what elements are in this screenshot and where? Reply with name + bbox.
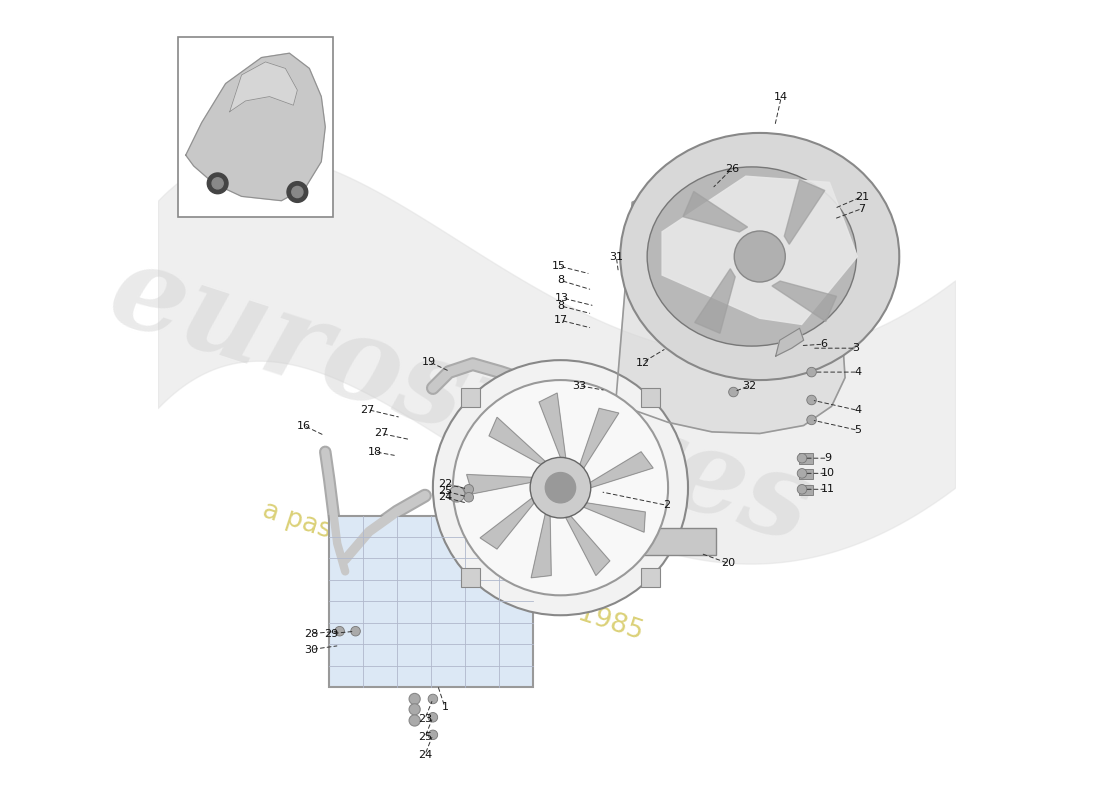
- Circle shape: [334, 626, 344, 636]
- Circle shape: [728, 387, 738, 397]
- Text: 10: 10: [821, 468, 835, 478]
- Text: 19: 19: [421, 357, 436, 366]
- Text: 8: 8: [557, 301, 564, 311]
- Text: 13: 13: [556, 293, 569, 303]
- Text: eurospares: eurospares: [96, 233, 826, 567]
- Text: 9: 9: [824, 453, 832, 463]
- Circle shape: [798, 485, 806, 494]
- Polygon shape: [539, 393, 565, 458]
- Text: 28: 28: [304, 629, 318, 638]
- Circle shape: [530, 458, 591, 518]
- Text: 30: 30: [304, 645, 318, 654]
- Bar: [799, 469, 813, 479]
- Text: 3: 3: [851, 343, 859, 353]
- Text: 27: 27: [374, 429, 388, 438]
- Circle shape: [798, 454, 806, 463]
- Circle shape: [798, 469, 806, 478]
- Bar: [461, 388, 480, 407]
- Circle shape: [806, 367, 816, 377]
- Text: 11: 11: [821, 484, 835, 494]
- Text: a passion for parts since 1985: a passion for parts since 1985: [260, 498, 647, 646]
- Circle shape: [464, 493, 474, 502]
- Text: 5: 5: [855, 426, 861, 435]
- Circle shape: [351, 626, 361, 636]
- Polygon shape: [531, 514, 551, 578]
- Text: 31: 31: [609, 251, 624, 262]
- Polygon shape: [565, 516, 609, 575]
- Polygon shape: [466, 474, 532, 494]
- Text: 22: 22: [438, 478, 452, 489]
- Bar: [799, 485, 813, 495]
- Text: 33: 33: [572, 381, 586, 390]
- Circle shape: [428, 694, 438, 704]
- Polygon shape: [591, 452, 653, 488]
- Polygon shape: [772, 281, 837, 322]
- Circle shape: [409, 704, 420, 715]
- Text: 6: 6: [820, 339, 827, 349]
- Polygon shape: [662, 176, 857, 325]
- Text: 15: 15: [552, 261, 565, 271]
- Text: 24: 24: [418, 750, 432, 760]
- Circle shape: [806, 395, 816, 405]
- Circle shape: [453, 380, 668, 595]
- Text: 8: 8: [557, 275, 564, 286]
- Text: 27: 27: [361, 405, 375, 414]
- FancyBboxPatch shape: [645, 527, 716, 555]
- Polygon shape: [784, 180, 825, 244]
- Polygon shape: [683, 191, 748, 232]
- Circle shape: [464, 485, 474, 494]
- Text: 14: 14: [774, 92, 789, 102]
- Bar: [532, 569, 576, 593]
- Text: 24: 24: [438, 492, 452, 502]
- Text: 4: 4: [855, 367, 861, 377]
- Circle shape: [428, 713, 438, 722]
- Bar: [461, 568, 480, 587]
- Polygon shape: [616, 183, 845, 434]
- Circle shape: [806, 415, 816, 425]
- Polygon shape: [186, 54, 326, 201]
- Text: 32: 32: [742, 381, 757, 390]
- Circle shape: [409, 715, 420, 726]
- Text: 2: 2: [663, 500, 670, 510]
- Text: 12: 12: [636, 358, 650, 367]
- Polygon shape: [580, 408, 619, 468]
- Text: 1: 1: [441, 702, 449, 712]
- Circle shape: [428, 730, 438, 740]
- Text: 25: 25: [418, 732, 432, 742]
- Text: 21: 21: [855, 192, 869, 202]
- Bar: [799, 454, 813, 464]
- Ellipse shape: [647, 167, 857, 346]
- Text: 25: 25: [438, 486, 452, 496]
- Polygon shape: [695, 269, 735, 334]
- Ellipse shape: [620, 133, 900, 380]
- Text: 16: 16: [297, 421, 310, 430]
- Circle shape: [734, 231, 785, 282]
- Text: 20: 20: [722, 558, 736, 569]
- Bar: [178, 38, 333, 217]
- Polygon shape: [776, 328, 804, 356]
- Text: 7: 7: [858, 204, 866, 214]
- Circle shape: [292, 186, 302, 198]
- Text: 26: 26: [725, 164, 739, 174]
- Polygon shape: [490, 418, 546, 465]
- Text: 18: 18: [367, 447, 382, 457]
- Text: 23: 23: [418, 714, 432, 724]
- Polygon shape: [584, 503, 646, 532]
- Bar: [641, 568, 660, 587]
- Circle shape: [449, 486, 465, 502]
- Polygon shape: [480, 498, 535, 549]
- Text: 17: 17: [553, 315, 568, 326]
- Circle shape: [546, 473, 575, 503]
- Bar: [329, 515, 532, 687]
- Circle shape: [207, 173, 228, 194]
- Text: 29: 29: [324, 629, 339, 638]
- Circle shape: [287, 182, 308, 202]
- Text: 4: 4: [855, 406, 861, 415]
- Polygon shape: [230, 62, 297, 112]
- Bar: [641, 388, 660, 407]
- Circle shape: [409, 694, 420, 705]
- Circle shape: [212, 178, 223, 189]
- Circle shape: [433, 360, 688, 615]
